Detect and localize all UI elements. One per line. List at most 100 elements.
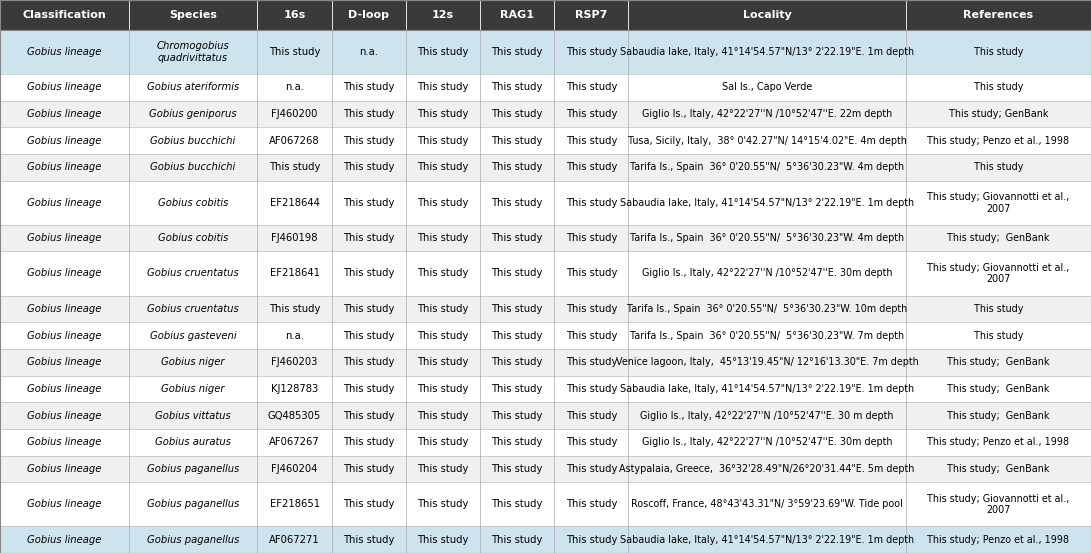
Text: This study: This study xyxy=(491,331,543,341)
Text: This study: This study xyxy=(491,410,543,421)
Text: This study: This study xyxy=(491,384,543,394)
Text: GQ485305: GQ485305 xyxy=(268,410,321,421)
Text: EF218644: EF218644 xyxy=(269,198,320,208)
Text: This study: This study xyxy=(268,304,321,314)
Text: Gobius lineage: Gobius lineage xyxy=(27,331,101,341)
Text: Gobius lineage: Gobius lineage xyxy=(27,198,101,208)
Text: Gobius lineage: Gobius lineage xyxy=(27,384,101,394)
Text: This study: This study xyxy=(417,135,469,146)
Text: This study: This study xyxy=(343,82,395,92)
Text: Sabaudia lake, Italy, 41°14'54.57"N/13° 2'22.19"E. 1m depth: Sabaudia lake, Italy, 41°14'54.57"N/13° … xyxy=(620,535,914,545)
Text: This study: This study xyxy=(417,304,469,314)
Text: KJ128783: KJ128783 xyxy=(271,384,319,394)
Bar xyxy=(0,295,1091,322)
Text: Giglio Is., Italy, 42°22'27''N /10°52'47''E. 30 m depth: Giglio Is., Italy, 42°22'27''N /10°52'47… xyxy=(640,410,894,421)
Text: This study: This study xyxy=(268,47,321,57)
Bar xyxy=(0,349,1091,375)
Text: AF067271: AF067271 xyxy=(269,535,320,545)
Text: This study: This study xyxy=(343,163,395,173)
Text: This study: This study xyxy=(565,269,618,279)
Text: This study: This study xyxy=(973,331,1023,341)
Text: This study: This study xyxy=(973,304,1023,314)
Text: Gobius lineage: Gobius lineage xyxy=(27,135,101,146)
Text: Gobius vittatus: Gobius vittatus xyxy=(155,410,231,421)
Bar xyxy=(0,101,1091,127)
Text: This study; Giovannotti et al.,
2007: This study; Giovannotti et al., 2007 xyxy=(927,192,1069,213)
Text: This study: This study xyxy=(565,357,618,367)
Text: RSP7: RSP7 xyxy=(575,10,608,20)
Text: This study: This study xyxy=(343,384,395,394)
Text: Sal Is., Capo Verde: Sal Is., Capo Verde xyxy=(722,82,812,92)
Text: Gobius lineage: Gobius lineage xyxy=(27,109,101,119)
Text: This study: This study xyxy=(343,198,395,208)
Text: This study: This study xyxy=(565,233,618,243)
Text: 12s: 12s xyxy=(432,10,454,20)
Text: Gobius lineage: Gobius lineage xyxy=(27,357,101,367)
Text: This study: This study xyxy=(343,535,395,545)
Text: Tarifa Is., Spain  36° 0'20.55"N/  5°36'30.23"W. 7m depth: Tarifa Is., Spain 36° 0'20.55"N/ 5°36'30… xyxy=(630,331,904,341)
Text: This study;  GenBank: This study; GenBank xyxy=(947,410,1050,421)
Text: EF218641: EF218641 xyxy=(269,269,320,279)
Text: This study: This study xyxy=(417,384,469,394)
Text: Tarifa Is., Spain  36° 0'20.55"N/  5°36'30.23"W. 4m depth: Tarifa Is., Spain 36° 0'20.55"N/ 5°36'30… xyxy=(630,163,904,173)
Text: Giglio Is., Italy, 42°22'27''N /10°52'47''E. 22m depth: Giglio Is., Italy, 42°22'27''N /10°52'47… xyxy=(642,109,892,119)
Text: FJ460204: FJ460204 xyxy=(272,464,317,474)
Text: Gobius cobitis: Gobius cobitis xyxy=(158,198,228,208)
Text: This study: This study xyxy=(343,109,395,119)
Text: This study; Giovannotti et al.,
2007: This study; Giovannotti et al., 2007 xyxy=(927,493,1069,515)
Text: This study: This study xyxy=(343,135,395,146)
Text: Venice lagoon, Italy,  45°13'19.45"N/ 12°16'13.30"E. 7m depth: Venice lagoon, Italy, 45°13'19.45"N/ 12°… xyxy=(615,357,919,367)
Text: Chromogobius
quadrivittatus: Chromogobius quadrivittatus xyxy=(157,41,229,63)
Text: Gobius paganellus: Gobius paganellus xyxy=(147,535,239,545)
Text: Gobius lineage: Gobius lineage xyxy=(27,410,101,421)
Text: This study;  GenBank: This study; GenBank xyxy=(947,233,1050,243)
Text: This study: This study xyxy=(417,233,469,243)
Bar xyxy=(0,322,1091,349)
Text: This study: This study xyxy=(565,109,618,119)
Text: n.a.: n.a. xyxy=(285,331,304,341)
Text: Sabaudia lake, Italy, 41°14'54.57"N/13° 2'22.19"E. 1m depth: Sabaudia lake, Italy, 41°14'54.57"N/13° … xyxy=(620,384,914,394)
Text: References: References xyxy=(963,10,1033,20)
Text: This study: This study xyxy=(491,499,543,509)
Text: This study: This study xyxy=(491,47,543,57)
Text: AF067267: AF067267 xyxy=(269,437,320,447)
Text: Gobius lineage: Gobius lineage xyxy=(27,163,101,173)
Text: Gobius lineage: Gobius lineage xyxy=(27,535,101,545)
Text: This study: This study xyxy=(417,163,469,173)
Text: FJ460203: FJ460203 xyxy=(272,357,317,367)
Bar xyxy=(0,375,1091,402)
Text: This study: This study xyxy=(343,304,395,314)
Text: Sabaudia lake, Italy, 41°14'54.57"N/13° 2'22.19"E. 1m depth: Sabaudia lake, Italy, 41°14'54.57"N/13° … xyxy=(620,198,914,208)
Text: This study: This study xyxy=(491,135,543,146)
Text: Giglio Is., Italy, 42°22'27''N /10°52'47''E. 30m depth: Giglio Is., Italy, 42°22'27''N /10°52'47… xyxy=(642,437,892,447)
Text: Giglio Is., Italy, 42°22'27''N /10°52'47''E. 30m depth: Giglio Is., Italy, 42°22'27''N /10°52'47… xyxy=(642,269,892,279)
Text: This study: This study xyxy=(417,269,469,279)
Text: This study: This study xyxy=(973,82,1023,92)
Text: This study: This study xyxy=(565,135,618,146)
Text: This study: This study xyxy=(491,82,543,92)
Text: This study; GenBank: This study; GenBank xyxy=(948,109,1048,119)
Text: This study: This study xyxy=(565,198,618,208)
Text: Gobius cruentatus: Gobius cruentatus xyxy=(147,304,239,314)
Text: This study: This study xyxy=(343,269,395,279)
Text: This study: This study xyxy=(417,535,469,545)
Text: Roscoff, France, 48°43'43.31"N/ 3°59'23.69"W. Tide pool: Roscoff, France, 48°43'43.31"N/ 3°59'23.… xyxy=(631,499,903,509)
Bar xyxy=(0,154,1091,181)
Bar xyxy=(0,456,1091,482)
Text: This study: This study xyxy=(343,331,395,341)
Text: This study: This study xyxy=(973,163,1023,173)
Text: This study: This study xyxy=(565,410,618,421)
Text: Tusa, Sicily, Italy,  38° 0'42.27"N/ 14°15'4.02"E. 4m depth: Tusa, Sicily, Italy, 38° 0'42.27"N/ 14°1… xyxy=(627,135,907,146)
Text: FJ460200: FJ460200 xyxy=(272,109,317,119)
Text: This study; Penzo et al., 1998: This study; Penzo et al., 1998 xyxy=(927,535,1069,545)
Text: This study: This study xyxy=(343,410,395,421)
Bar xyxy=(0,30,1091,74)
Text: Locality: Locality xyxy=(743,10,791,20)
Bar xyxy=(0,181,1091,225)
Text: Species: Species xyxy=(169,10,217,20)
Text: RAG1: RAG1 xyxy=(500,10,535,20)
Text: This study: This study xyxy=(417,47,469,57)
Text: Gobius geniporus: Gobius geniporus xyxy=(149,109,237,119)
Text: Gobius paganellus: Gobius paganellus xyxy=(147,464,239,474)
Text: This study: This study xyxy=(343,357,395,367)
